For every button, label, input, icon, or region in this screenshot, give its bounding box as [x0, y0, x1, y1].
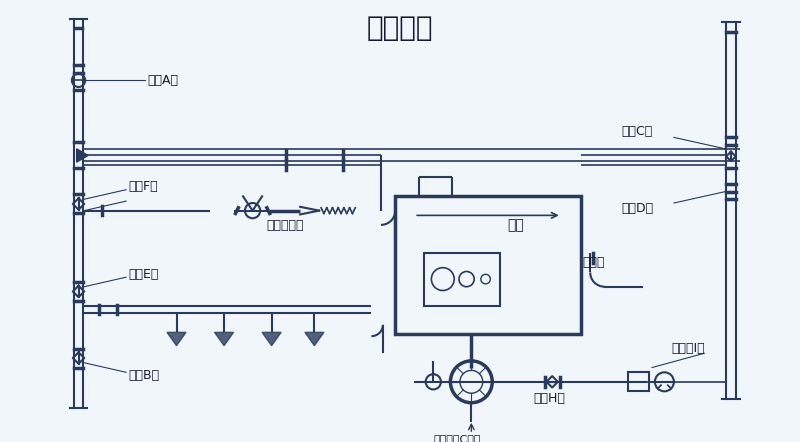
Text: 洒水炮出口: 洒水炮出口 [267, 219, 304, 232]
Polygon shape [262, 332, 281, 346]
Bar [628, 372, 649, 391]
Polygon shape [77, 149, 88, 162]
Text: 三通球阀C加水: 三通球阀C加水 [434, 434, 481, 442]
Text: 球阀B关: 球阀B关 [128, 369, 159, 381]
Text: 球阀F关: 球阀F关 [128, 180, 158, 193]
Bar [424, 253, 500, 306]
Polygon shape [167, 332, 186, 346]
Text: 水泵加水: 水泵加水 [366, 14, 434, 42]
Text: 球阀H开: 球阀H开 [533, 392, 565, 405]
Circle shape [426, 374, 441, 389]
Text: 球阀D关: 球阀D关 [622, 202, 654, 215]
Polygon shape [214, 332, 234, 346]
Polygon shape [305, 332, 324, 346]
Text: 水泵: 水泵 [508, 218, 525, 232]
Text: 球阀C关: 球阀C关 [622, 125, 653, 138]
Text: 球阀E关: 球阀E关 [128, 268, 158, 281]
Bar [395, 196, 581, 334]
Text: 罐体口: 罐体口 [582, 256, 605, 270]
Text: 球阀A关: 球阀A关 [147, 74, 178, 87]
Text: 消防栓I关: 消防栓I关 [671, 342, 705, 355]
